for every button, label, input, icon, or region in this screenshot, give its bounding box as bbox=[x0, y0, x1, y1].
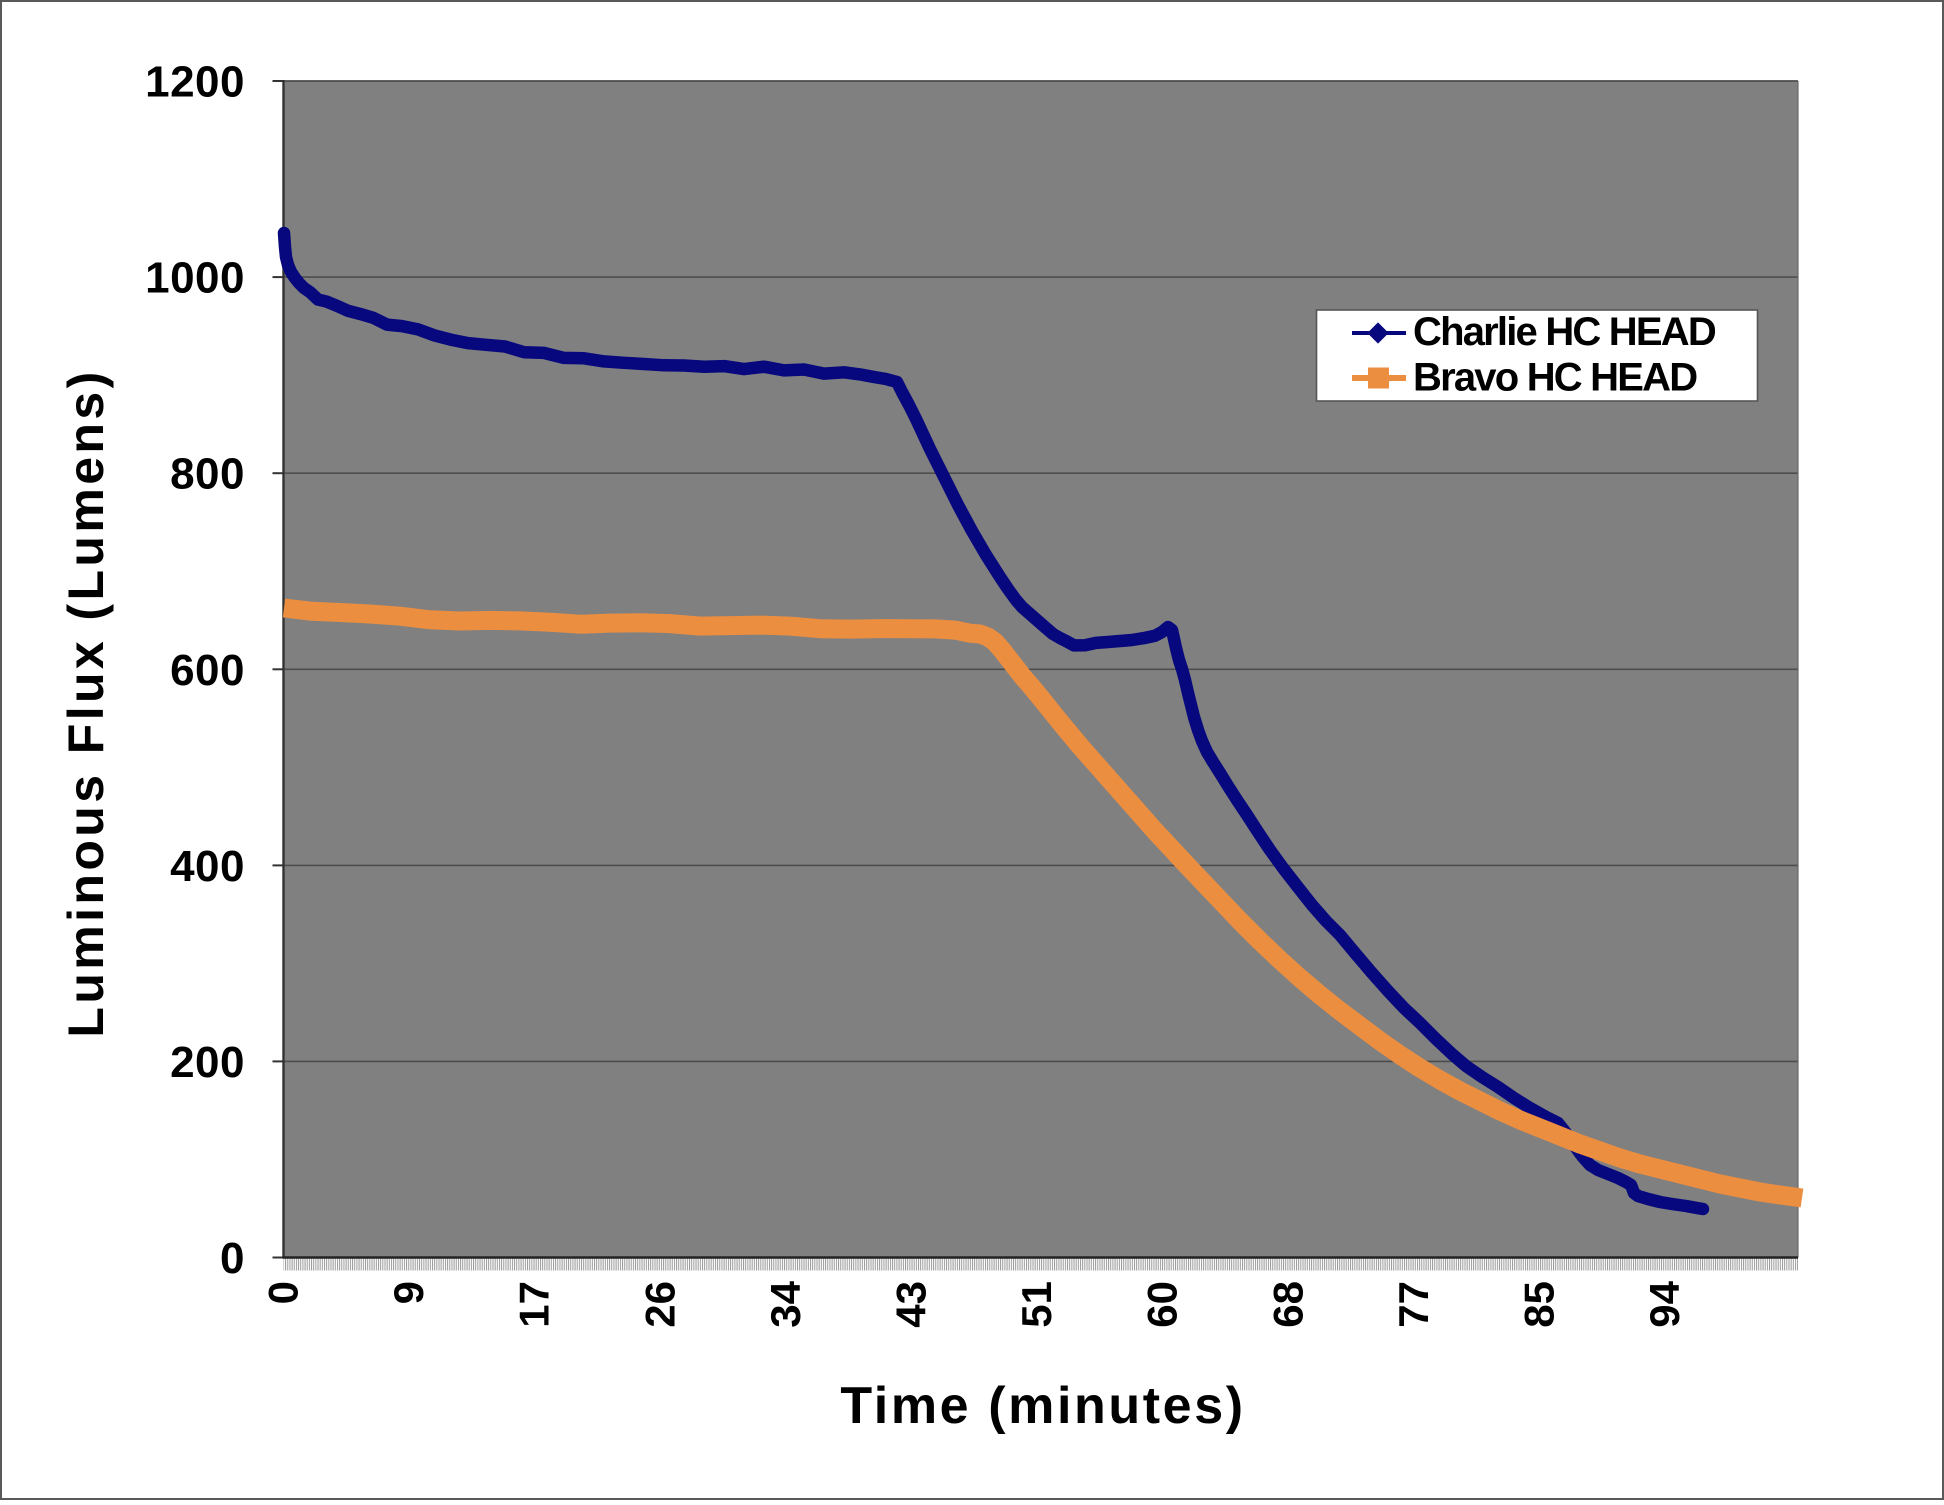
svg-text:Charlie HC HEAD: Charlie HC HEAD bbox=[1413, 310, 1716, 354]
svg-text:600: 600 bbox=[170, 646, 245, 695]
svg-text:51: 51 bbox=[1013, 1281, 1060, 1328]
svg-text:Luminous Flux (Lumens): Luminous Flux (Lumens) bbox=[58, 368, 114, 1037]
svg-text:9: 9 bbox=[385, 1281, 432, 1304]
svg-text:Time (minutes): Time (minutes) bbox=[840, 1377, 1245, 1435]
svg-text:0: 0 bbox=[260, 1281, 307, 1304]
svg-text:400: 400 bbox=[170, 842, 245, 891]
svg-text:1000: 1000 bbox=[145, 254, 245, 303]
svg-text:60: 60 bbox=[1139, 1281, 1186, 1328]
svg-text:1200: 1200 bbox=[145, 58, 245, 107]
svg-text:77: 77 bbox=[1390, 1281, 1437, 1328]
svg-text:26: 26 bbox=[636, 1281, 683, 1328]
svg-text:800: 800 bbox=[170, 450, 245, 499]
svg-text:94: 94 bbox=[1641, 1280, 1688, 1327]
svg-text:17: 17 bbox=[511, 1281, 558, 1328]
svg-text:200: 200 bbox=[170, 1038, 245, 1087]
svg-text:68: 68 bbox=[1264, 1281, 1311, 1328]
svg-text:Bravo HC HEAD: Bravo HC HEAD bbox=[1413, 356, 1697, 400]
svg-text:85: 85 bbox=[1516, 1281, 1563, 1328]
svg-text:34: 34 bbox=[762, 1280, 809, 1327]
svg-text:43: 43 bbox=[888, 1281, 935, 1328]
svg-text:0: 0 bbox=[220, 1234, 245, 1283]
